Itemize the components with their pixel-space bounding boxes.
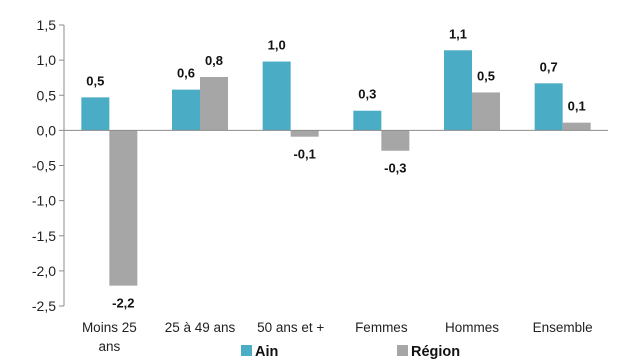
data-label: 0,5 [86, 73, 104, 88]
category-label: Moins 25 ans [82, 320, 137, 354]
bar-ain [172, 89, 200, 131]
y-tick-label: 0,0 [37, 122, 57, 138]
category-label: 50 ans et + [257, 320, 324, 335]
category-label-line: Moins 25 [82, 320, 137, 335]
data-labels: 0,5 0,6 1,0 0,3 1,1 0,7 -2,2 0,8 -0,1 -0,3 0,5 0,1 [86, 26, 585, 310]
data-label: -2,2 [112, 296, 134, 311]
data-label: 0,8 [205, 53, 223, 68]
bar-ain [444, 50, 472, 131]
y-tick-label: -0,5 [32, 158, 56, 174]
y-tick-label: 1,0 [37, 52, 57, 68]
bar-region [200, 76, 228, 131]
data-label: -0,3 [384, 161, 406, 176]
y-tick-label: -1,0 [32, 193, 56, 209]
bar-region [562, 122, 591, 131]
category-label: Ensemble [533, 320, 593, 335]
data-label: 0,1 [568, 99, 586, 114]
data-label: 0,6 [177, 66, 195, 81]
data-label: 0,3 [358, 87, 376, 102]
y-tick-label: -2,0 [32, 263, 56, 279]
bar-region [381, 130, 410, 151]
bar-region [472, 92, 500, 131]
y-tick-label: -1,5 [32, 228, 56, 244]
y-tick-label: -2,5 [32, 298, 56, 314]
bars [81, 50, 591, 286]
legend-swatch [397, 345, 408, 356]
category-label: 25 à 49 ans [165, 320, 236, 335]
legend-swatch [241, 345, 252, 356]
category-labels: Moins 25 ans 25 à 49 ans 50 ans et + Femmes H… [82, 320, 593, 354]
category-label: Femmes [355, 320, 408, 335]
category-label: Hommes [445, 320, 499, 335]
bar-region [290, 130, 319, 137]
data-label: 1,1 [449, 26, 467, 41]
legend: Ain Région [241, 344, 460, 360]
data-label: 0,7 [540, 59, 558, 74]
y-axis: -2,5 -2,0 -1,5 -1,0 -0,5 0,0 0,5 1,0 1,5 [32, 17, 65, 314]
y-tick-label: 1,5 [37, 17, 57, 33]
y-tick-label: 0,5 [37, 87, 57, 103]
category-label-line: ans [98, 339, 120, 354]
data-label: 0,5 [477, 68, 495, 83]
data-label: -0,1 [293, 147, 315, 162]
bar-region [109, 130, 138, 286]
bar-ain [262, 61, 291, 131]
bar-ain [81, 97, 110, 131]
legend-label: Région [411, 344, 460, 360]
bar-ain [534, 83, 563, 131]
bar-ain [353, 110, 382, 131]
data-label: 1,0 [268, 38, 286, 53]
legend-label: Ain [255, 344, 278, 360]
